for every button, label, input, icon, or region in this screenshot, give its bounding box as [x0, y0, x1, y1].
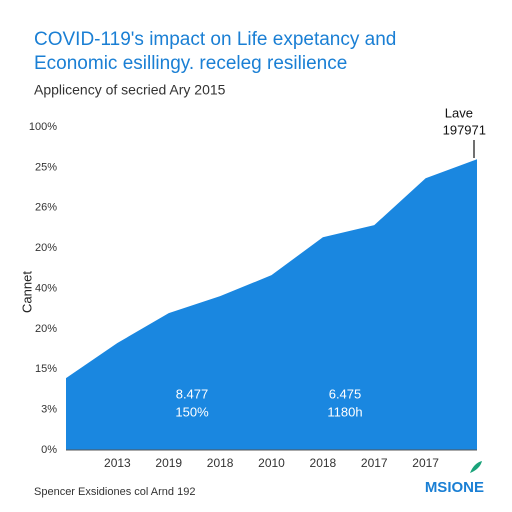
y-tick-label: 40%	[35, 282, 57, 294]
inner-label: 6.475	[329, 386, 362, 401]
footer: Spencer Exsidiones col Arnd 192	[34, 486, 195, 498]
x-tick-label: 2018	[207, 456, 234, 470]
y-axis-label: Cannet	[19, 271, 34, 313]
y-tick-label: 26%	[35, 202, 57, 214]
x-tick-label: 2010	[258, 456, 285, 470]
y-tick-label: 3%	[41, 404, 57, 416]
annotation: Lave	[445, 105, 473, 120]
chart-subtitle: Applicency of secried Ary 2015	[34, 82, 226, 98]
logo: MSIONE	[425, 479, 484, 496]
y-tick-label: 100%	[29, 121, 57, 133]
y-tick-label: 25%	[35, 161, 57, 173]
x-tick-label: 2013	[104, 456, 131, 470]
y-tick-label: 20%	[35, 323, 57, 335]
inner-label: 1180h	[327, 404, 362, 419]
x-tick-label: 2017	[412, 456, 439, 470]
y-tick-label: 20%	[35, 242, 57, 254]
x-tick-label: 2018	[310, 456, 337, 470]
y-tick-label: 15%	[35, 363, 57, 375]
chart-title: COVID-119's impact on Life expetancy and	[34, 29, 396, 50]
x-tick-label: 2017	[361, 456, 388, 470]
inner-label: 8.477	[176, 386, 209, 401]
annotation: 197971	[443, 122, 486, 137]
chart-title: Economic esillingy. receleg resilience	[34, 53, 347, 74]
x-tick-label: 2019	[155, 456, 182, 470]
logo-icon	[470, 461, 482, 473]
area	[66, 159, 477, 451]
inner-label: 150%	[175, 404, 209, 419]
y-tick-label: 0%	[41, 444, 57, 456]
